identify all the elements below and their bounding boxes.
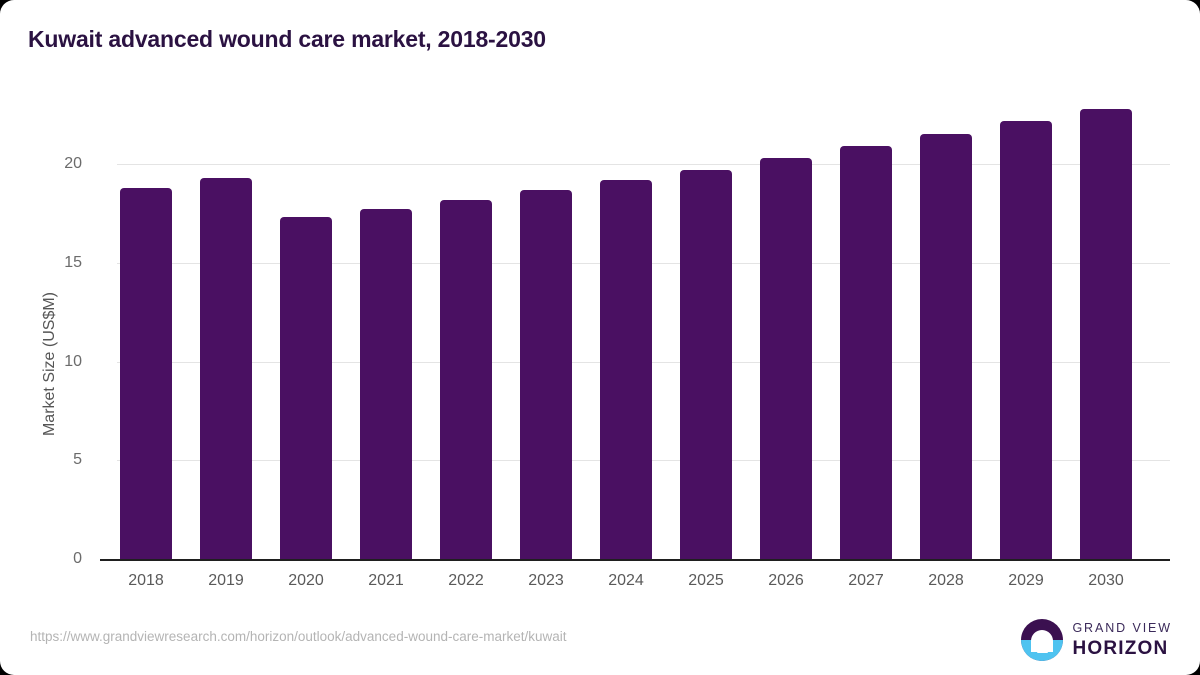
x-axis-tick-label-2018: 2018 — [128, 572, 164, 589]
x-axis-tick-label-2024: 2024 — [608, 572, 644, 589]
y-axis-tick-label: 20 — [64, 155, 82, 172]
source-url[interactable]: https://www.grandviewresearch.com/horizo… — [30, 629, 567, 644]
y-axis-tick-label: 5 — [73, 451, 82, 469]
bar-2018[interactable] — [120, 187, 172, 559]
x-axis-line — [100, 559, 1170, 561]
bar-2024[interactable] — [600, 179, 652, 559]
x-axis-tick-label-2020: 2020 — [288, 572, 324, 589]
bar-2026[interactable] — [760, 158, 812, 559]
logo-bottom-text: HORIZON — [1072, 637, 1169, 659]
y-axis-tick-label: 15 — [64, 253, 82, 271]
x-axis-tick-label-2022: 2022 — [448, 572, 484, 589]
bar-2021[interactable] — [360, 209, 412, 559]
x-axis-tick-label-2019: 2019 — [208, 572, 244, 589]
bar-2020[interactable] — [280, 217, 332, 559]
logo-top-text: GRAND VIEW — [1072, 621, 1172, 636]
gridline — [117, 164, 1170, 165]
plot-area: 0 5 10 15 20 2018 2019 2020 2021 2022 2023 2024 2025… — [64, 90, 1170, 589]
x-axis-tick-label-2025: 2025 — [688, 572, 724, 589]
y-axis-tick-label: 0 — [73, 550, 82, 567]
bar-2029[interactable] — [1000, 120, 1052, 559]
x-axis-tick-label-2026: 2026 — [768, 572, 804, 589]
x-axis-tick-label-2023: 2023 — [528, 572, 564, 589]
page-title: Kuwait advanced wound care market, 2018-… — [28, 26, 546, 52]
logo-wordmark: GRAND VIEW HORIZON — [1072, 622, 1172, 658]
bar-2025[interactable] — [680, 169, 732, 559]
y-axis-tick-label: 10 — [64, 352, 82, 370]
bar-2027[interactable] — [840, 146, 892, 559]
brand-logo: GRAND VIEW HORIZON — [1021, 618, 1172, 662]
x-axis-tick-label-2021: 2021 — [368, 572, 404, 589]
logo-dome-shape — [1031, 630, 1054, 653]
x-axis-tick-label-2029: 2029 — [1008, 572, 1044, 589]
bar-2022[interactable] — [440, 199, 492, 559]
logo-line-upper — [1033, 645, 1051, 648]
logo-line-lower — [1036, 650, 1048, 654]
bar-2030[interactable] — [1080, 108, 1132, 559]
bar-2019[interactable] — [200, 177, 252, 559]
x-axis-tick-label-2030: 2030 — [1088, 572, 1124, 589]
x-axis-tick-label-2027: 2027 — [848, 572, 884, 589]
grand-view-horizon-logo-icon — [1021, 619, 1064, 661]
bar-2023[interactable] — [520, 189, 572, 559]
bar-2028[interactable] — [920, 134, 972, 559]
x-axis-tick-label-2028: 2028 — [928, 572, 964, 589]
